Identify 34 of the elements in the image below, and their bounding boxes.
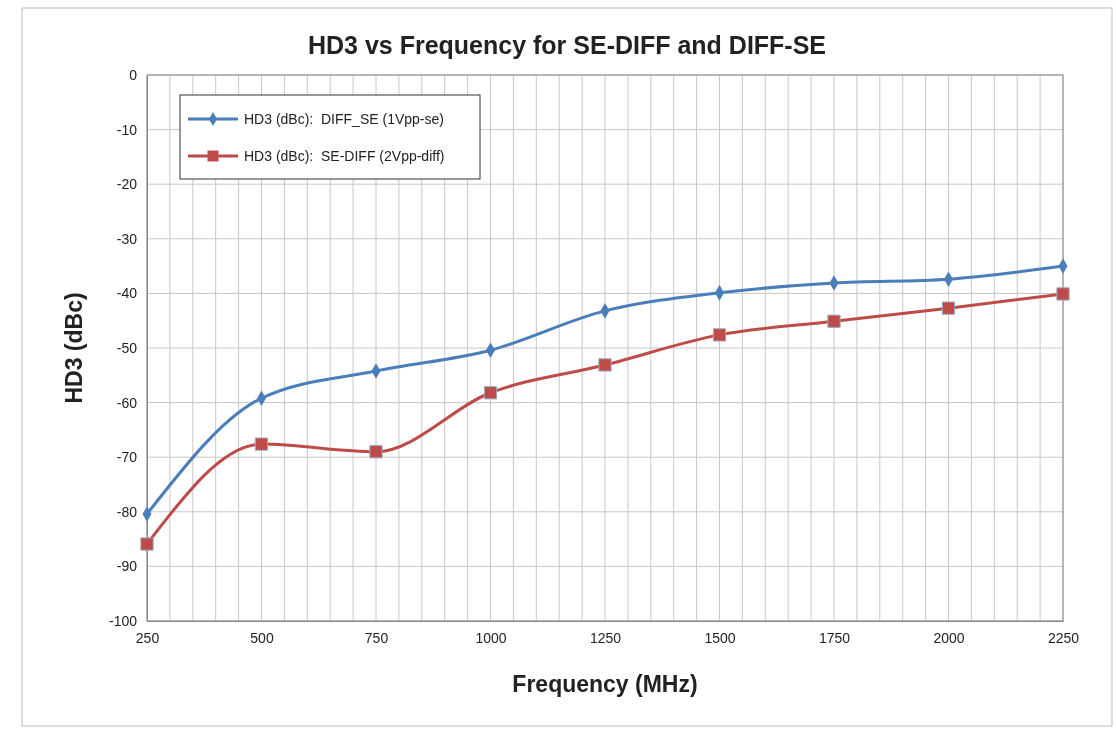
x-tick-label: 500 <box>250 629 274 646</box>
y-tick-label: -90 <box>116 558 138 575</box>
y-tick-label: -100 <box>108 612 138 629</box>
point <box>483 386 498 400</box>
y-axis-title: HD3 (dBc) <box>61 292 87 404</box>
y-tick-label: -20 <box>116 176 138 193</box>
y-tick-label: -60 <box>116 394 138 411</box>
point <box>254 437 269 451</box>
chart-title: HD3 vs Frequency for SE-DIFF and DIFF-SE <box>307 31 827 59</box>
point <box>712 328 727 342</box>
point <box>598 358 612 372</box>
x-tick-label: 250 <box>135 629 160 646</box>
point <box>1056 287 1070 301</box>
point <box>827 314 841 328</box>
point <box>941 301 956 315</box>
point <box>140 537 154 551</box>
legend-label: HD3 (dBc): DIFF_SE (1Vpp-se) <box>244 111 444 127</box>
x-tick-label: 750 <box>364 629 389 646</box>
x-tick-label: 2250 <box>1047 629 1080 646</box>
y-tick-label: -70 <box>116 449 138 466</box>
x-tick-label: 1000 <box>475 629 507 646</box>
y-tick-label: -40 <box>116 285 138 302</box>
x-tick-label: 2000 <box>933 629 965 646</box>
y-tick-label: -80 <box>116 503 138 520</box>
y-tick-label: 0 <box>129 66 138 83</box>
x-tick-label: 1750 <box>818 629 851 646</box>
x-tick-label: 1500 <box>704 629 736 646</box>
y-tick-label: -30 <box>116 230 138 247</box>
x-axis-title: Frequency (MHz) <box>512 671 698 697</box>
point <box>369 445 383 459</box>
y-tick-label: -50 <box>116 339 138 356</box>
x-tick-label: 1250 <box>589 629 622 646</box>
y-tick-label: -10 <box>116 121 138 138</box>
legend-label: HD3 (dBc): SE-DIFF (2Vpp-diff) <box>244 148 445 164</box>
